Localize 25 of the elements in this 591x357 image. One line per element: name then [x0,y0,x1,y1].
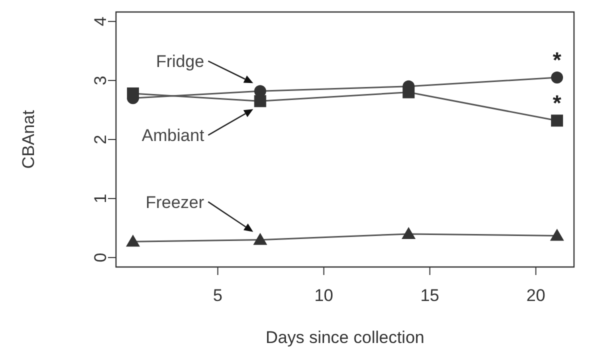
x-tick-label: 5 [213,286,223,306]
y-tick-label: 2 [91,134,110,144]
point [402,226,416,239]
annotation: * [552,48,562,73]
x-tick-label: 20 [526,286,546,306]
y-tick-label: 3 [91,76,110,86]
series-label: Fridge [156,52,204,72]
x-tick-label: 15 [420,286,440,306]
x-tick-label: 10 [314,286,334,306]
series-label: Ambiant [142,126,204,146]
point [253,232,268,245]
y-tick-label: 1 [91,194,110,204]
y-axis-title: CBAnat [19,110,38,169]
point [550,228,564,241]
point [551,114,564,127]
y-tick-label: 4 [91,16,110,26]
point [551,72,564,84]
x-axis-title: Days since collection [266,328,424,347]
annotation: * [552,90,562,116]
point [126,234,140,247]
point [402,86,415,98]
point [254,95,266,108]
series-label: Freezer [146,192,205,212]
y-tick-label: 0 [91,252,110,262]
point [126,87,139,100]
